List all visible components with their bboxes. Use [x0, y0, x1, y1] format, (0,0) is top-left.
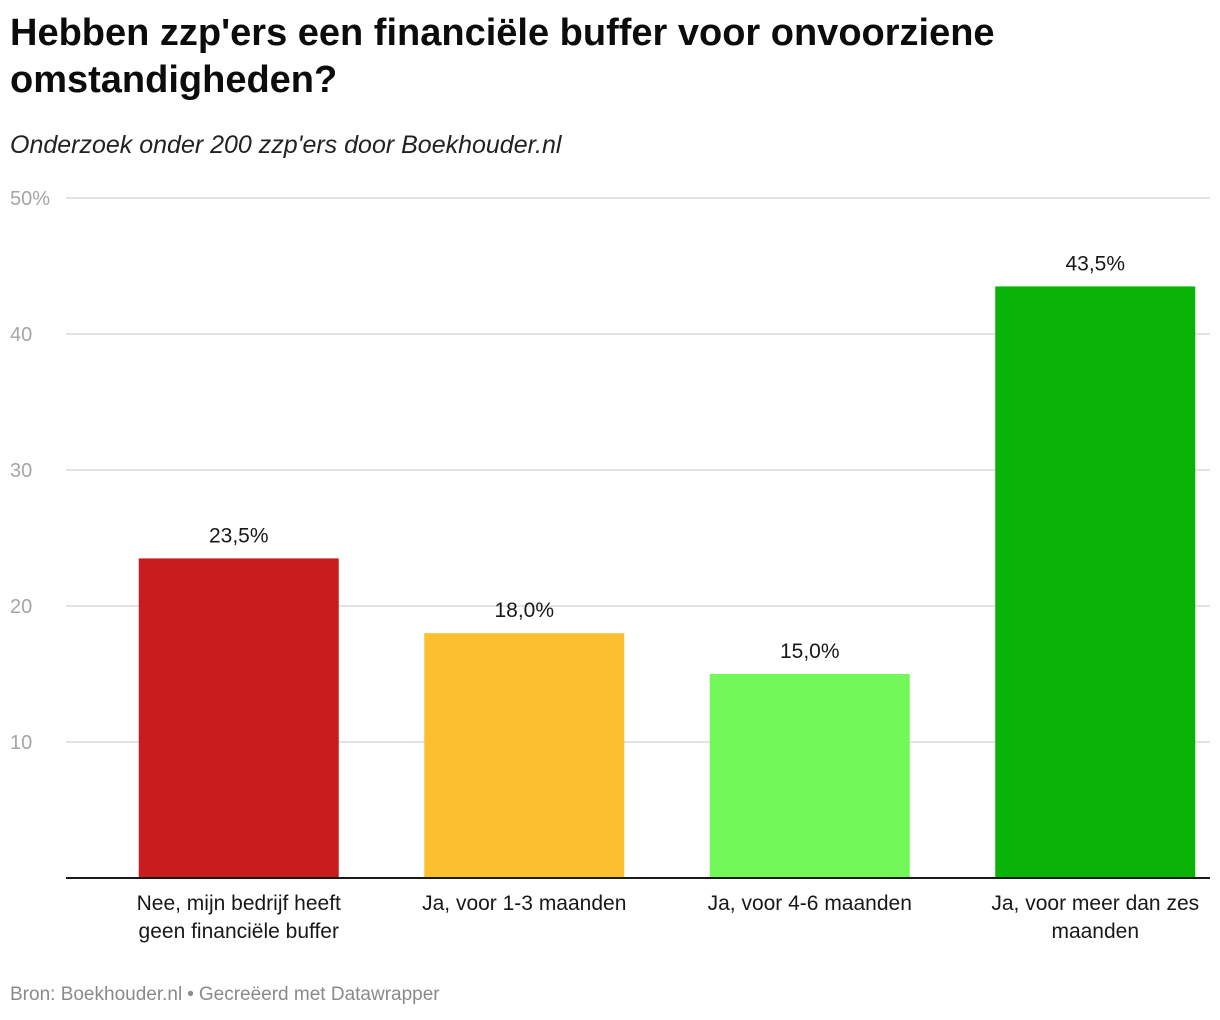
bar-value-label: 23,5%	[209, 524, 269, 547]
chart-title: Hebben zzp'ers een financiële buffer voo…	[10, 12, 995, 101]
source-note: Bron: Boekhouder.nl	[10, 984, 183, 1005]
x-tick-label: Ja, voor 1-3 maanden	[422, 892, 626, 915]
x-tick-label: Nee, mijn bedrijf heeft geen financiële b…	[137, 892, 341, 943]
footer-separator: •	[187, 984, 194, 1005]
x-tick-label-line: maanden	[1051, 920, 1139, 943]
x-tick-label-line: Nee, mijn bedrijf heeft	[137, 892, 341, 915]
bar	[424, 633, 625, 878]
x-tick-label-line: geen financiële buffer	[139, 920, 339, 943]
chart-footer: Bron: Boekhouder.nl • Gecreëerd met Datawr…	[10, 984, 440, 1006]
y-tick-label: 20	[10, 596, 32, 618]
y-tick-label: 50%	[10, 188, 50, 210]
x-tick-label-line: Ja, voor 4-6 maanden	[708, 892, 912, 915]
y-tick-label: 10	[10, 732, 32, 754]
bar-value-label: 15,0%	[780, 640, 840, 663]
bar	[709, 674, 910, 878]
bar	[995, 286, 1196, 878]
bar-chart: 10 20 30 40 50% 23,5% Nee, mijn bedrijf heeft g…	[10, 188, 1210, 943]
y-tick-label: 30	[10, 460, 32, 482]
bar-value-label: 18,0%	[494, 599, 554, 622]
credit-note: Gecreëerd met Datawrapper	[198, 984, 440, 1005]
x-tick-label-line: Ja, voor 1-3 maanden	[422, 892, 626, 915]
x-tick-label: Ja, voor 4-6 maanden	[708, 892, 912, 915]
chart-subtitle: Onderzoek onder 200 zzp'ers door Boekhou…	[10, 131, 562, 159]
y-tick-label: 40	[10, 324, 32, 346]
x-tick-label: Ja, voor meer dan zes maanden	[991, 892, 1199, 943]
bar	[138, 558, 339, 878]
bar-value-label: 43,5%	[1065, 252, 1125, 275]
x-tick-label-line: Ja, voor meer dan zes	[991, 892, 1199, 915]
